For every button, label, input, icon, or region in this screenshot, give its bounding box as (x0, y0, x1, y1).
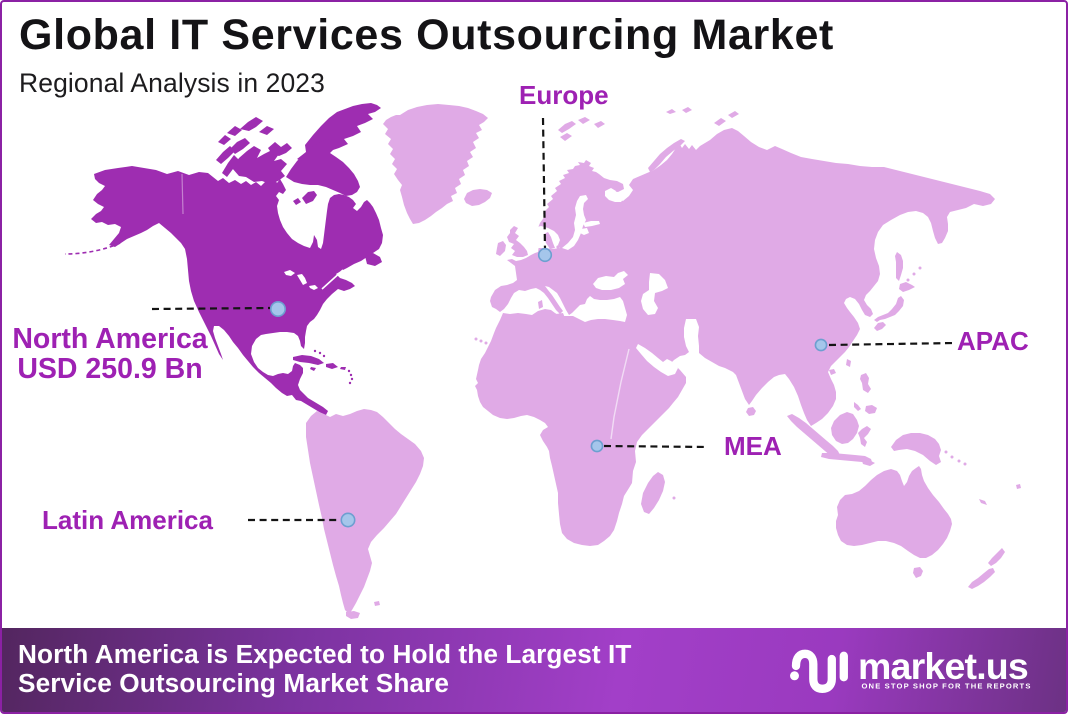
svg-text:ONE STOP SHOP FOR THE REPORTS: ONE STOP SHOP FOR THE REPORTS (861, 681, 1031, 690)
svg-text:market.us: market.us (858, 645, 1028, 687)
